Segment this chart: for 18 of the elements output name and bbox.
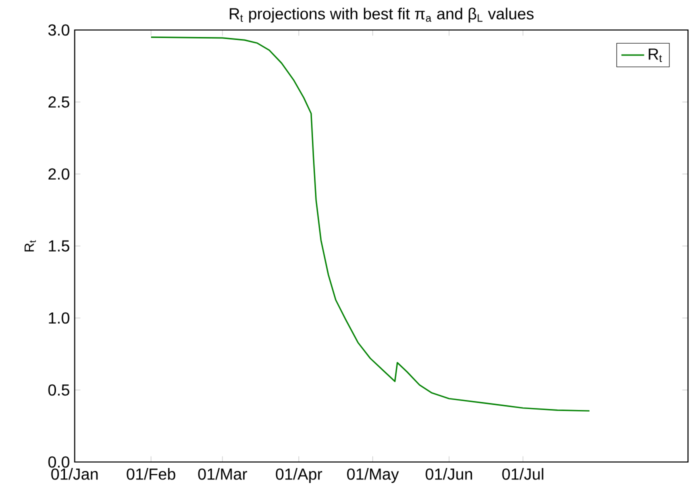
x-tick-label: 01/Jun	[426, 468, 472, 480]
legend-label: R$_{t}$	[648, 48, 662, 62]
y-tick-label: 0.0	[48, 456, 70, 468]
y-tick-label: 3.0	[48, 24, 70, 36]
line-series	[150, 36, 590, 412]
y-axis-title: R$_{t}$	[24, 240, 36, 252]
x-tick-label: 01/Jan	[51, 468, 98, 480]
y-tick-label: 1.5	[48, 240, 70, 252]
y-tick-label: 0.5	[48, 384, 70, 396]
x-tick-label: 01/Jul	[502, 468, 544, 480]
x-tick-label: 01/Feb	[126, 468, 176, 480]
x-tick-label: 01/Apr	[276, 468, 322, 483]
y-tick-label: 2.0	[48, 168, 70, 180]
y-tick-label: 2.5	[48, 96, 70, 108]
x-tick-label: 01/Mar	[198, 468, 248, 480]
x-tick-label: 01/May	[347, 468, 399, 483]
chart-title: R$_{t}$ projections with best fit π$_{a}$ and β$_{L}$ values	[230, 8, 534, 23]
y-tick-label: 1.0	[48, 312, 70, 324]
